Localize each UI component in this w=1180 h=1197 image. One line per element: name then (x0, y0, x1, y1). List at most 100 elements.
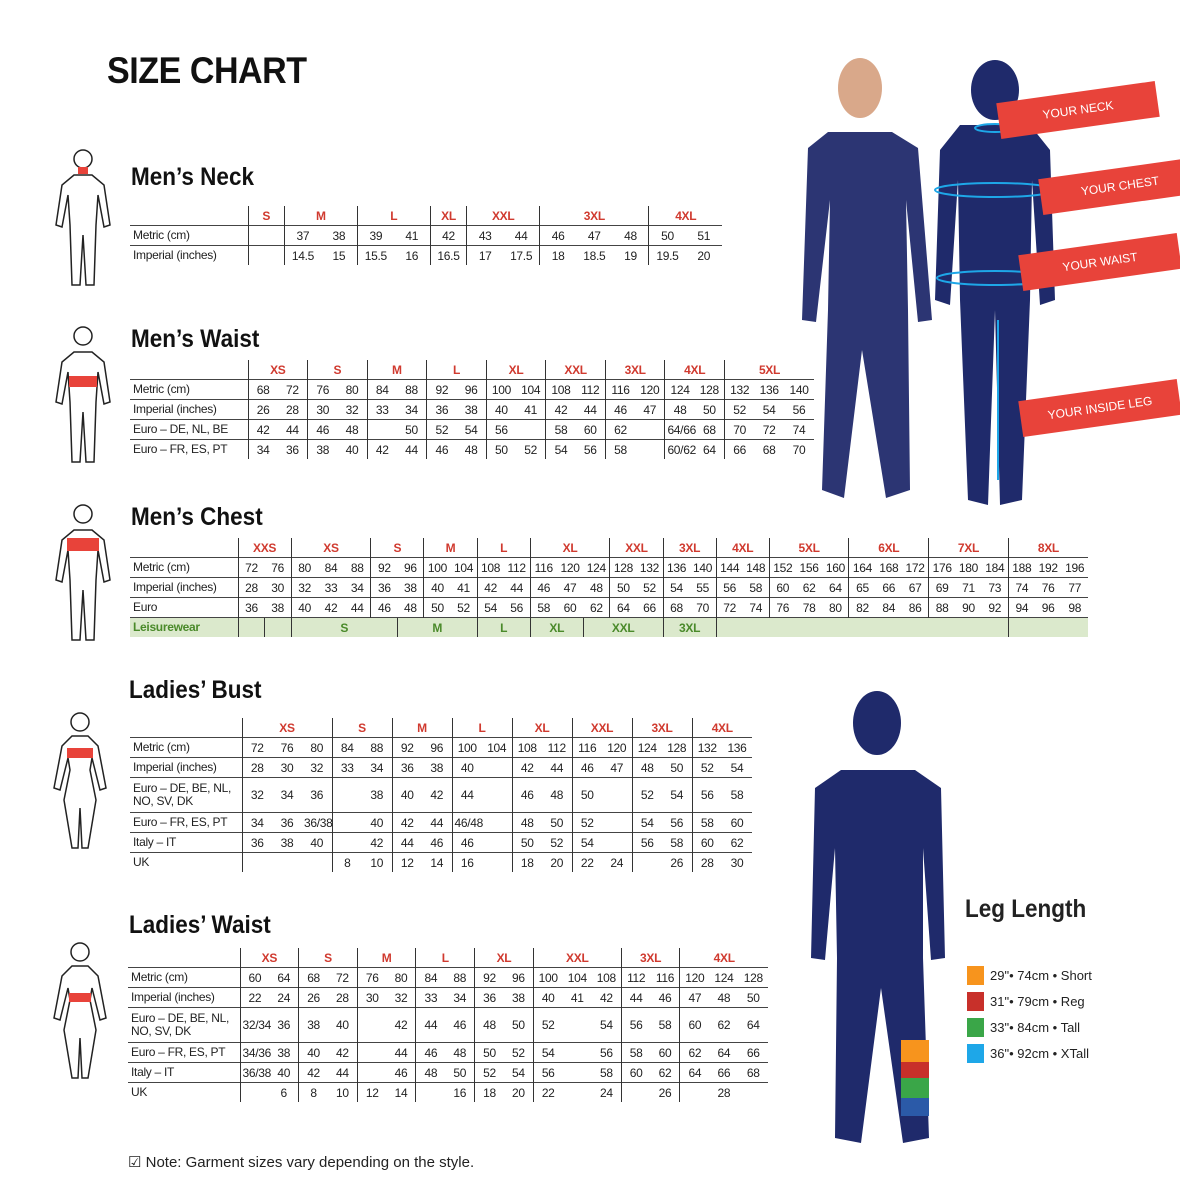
table-cell: 88 (344, 557, 371, 578)
table-cell: 67 (902, 577, 929, 598)
table-cell: 92 (391, 737, 422, 758)
table-cell: 18 (474, 1082, 504, 1102)
table-cell: 46 (307, 419, 338, 440)
table-cell: 66 (709, 1062, 739, 1083)
table-cell: 26 (650, 1082, 680, 1102)
table-row: UK 6 8 10 12 14 16 18 20 22 24 26 28 (128, 1082, 768, 1102)
table-cell: 42 (476, 577, 504, 598)
table-cell: 128 (694, 379, 725, 400)
row-label: Euro (130, 597, 238, 618)
table-cell: 42 (422, 777, 452, 813)
size-label: M (366, 360, 427, 380)
table-cell: 64 (738, 1007, 768, 1043)
table-cell: 10 (327, 1082, 358, 1102)
table-cell: 116 (571, 737, 602, 758)
table-cell: 30 (307, 399, 338, 420)
table-cell: 132 (636, 557, 663, 578)
leisurewear-size (1007, 617, 1088, 637)
table-cell: 52 (516, 439, 546, 459)
leg-length-item: 36"• 92cm • XTall (967, 1044, 1089, 1063)
table-cell: 112 (542, 737, 572, 758)
table-cell: 54 (571, 832, 602, 853)
table-cell: 152 (768, 557, 796, 578)
leg-length-label: 31"• 79cm • Reg (990, 994, 1085, 1009)
table-cell: 54 (722, 757, 752, 778)
table-cell: 144 (715, 557, 743, 578)
table-row: Euro 36 38 40 42 44 46 48 50 52 54 56 58 60 62 64 66 68 70… (130, 597, 1088, 618)
table-cell: 38 (397, 577, 424, 598)
table-cell: 36 (241, 832, 272, 853)
ladies-waist-title: Ladies’ Waist (129, 911, 271, 939)
table-cell: 48 (445, 1042, 475, 1063)
male-figure-neck-icon (55, 149, 111, 286)
table-cell: 48 (542, 777, 572, 813)
table-cell: 60/62 (664, 439, 696, 459)
size-header-row: S M L XL XXL 3XL 4XL (130, 206, 722, 226)
mens-chest-title: Men’s Chest (131, 503, 263, 531)
table-cell: 8 (331, 852, 362, 872)
table-cell: 40 (362, 812, 392, 833)
male-figure-chest-icon (55, 504, 111, 641)
size-label: S (298, 948, 358, 968)
table-cell: 32 (241, 777, 272, 813)
size-label: 4XL (679, 948, 768, 968)
note-text: Note: Garment sizes vary depending on th… (145, 1154, 475, 1171)
table-cell: 180 (955, 557, 982, 578)
table-cell: 36 (237, 597, 265, 618)
table-cell: 70 (784, 439, 814, 459)
table-cell: 17.5 (503, 245, 540, 265)
table-cell: 164 (848, 557, 876, 578)
table-cell: 46 (422, 832, 452, 853)
table-cell: 47 (635, 399, 665, 420)
table-cell: 40 (269, 1062, 299, 1083)
table-cell: 60 (691, 832, 722, 853)
size-label: 4XL (664, 360, 725, 380)
size-label: 6XL (848, 538, 929, 558)
table-cell: 33 (415, 987, 446, 1008)
size-label: XXL (609, 538, 663, 558)
table-cell: 76 (272, 737, 302, 758)
table-cell: 76 (356, 967, 387, 988)
table-cell: 40 (485, 399, 517, 420)
table-cell: 108 (591, 967, 622, 988)
color-swatch-icon (967, 1044, 984, 1063)
size-label: L (476, 538, 531, 558)
row-label: Imperial (inches) (130, 399, 248, 420)
table-cell: 140 (689, 557, 717, 578)
size-label: M (356, 948, 416, 968)
table-cell: 48 (456, 439, 487, 459)
table-cell: 42 (366, 439, 397, 459)
size-header-row: XS S M L XL XXL 3XL 4XL (128, 948, 768, 968)
table-cell: 70 (689, 597, 717, 618)
table-cell: 42 (429, 225, 467, 246)
table-cell: 56 (662, 812, 692, 833)
table-cell: 124 (631, 737, 662, 758)
row-label: Euro – DE, BE, NL, NO, SV, DK (130, 777, 242, 813)
table-cell: 19 (612, 245, 649, 265)
table-cell: 40 (298, 1042, 328, 1063)
table-cell: 58 (650, 1007, 680, 1043)
leg-length-label: 29"• 74cm • Short (990, 968, 1092, 983)
table-cell: 46 (604, 399, 636, 420)
table-cell: 160 (822, 557, 849, 578)
size-label: 4XL (691, 718, 752, 738)
table-cell: 44 (391, 832, 422, 853)
table-cell: 60 (679, 1007, 710, 1043)
table-cell (562, 1042, 592, 1063)
table-cell: 84 (317, 557, 345, 578)
table-cell: 58 (545, 419, 576, 440)
size-label: XS (241, 718, 332, 738)
table-cell: 44 (327, 1062, 358, 1083)
table-cell: 44 (503, 577, 531, 598)
table-cell: 68 (694, 419, 725, 440)
table-cell: 40 (327, 1007, 358, 1043)
table-cell: 41 (516, 399, 546, 420)
table-cell: 42 (317, 597, 345, 618)
table-cell: 104 (482, 737, 512, 758)
table-cell: 56 (620, 1007, 651, 1043)
table-cell: 46 (370, 597, 398, 618)
table-cell: 54 (503, 1062, 534, 1083)
table-cell: 38 (503, 987, 534, 1008)
table-cell: 74 (784, 419, 814, 440)
table-row: UK 8 10 12 14 16 18 20 22 24 26 28 30 (130, 852, 752, 872)
